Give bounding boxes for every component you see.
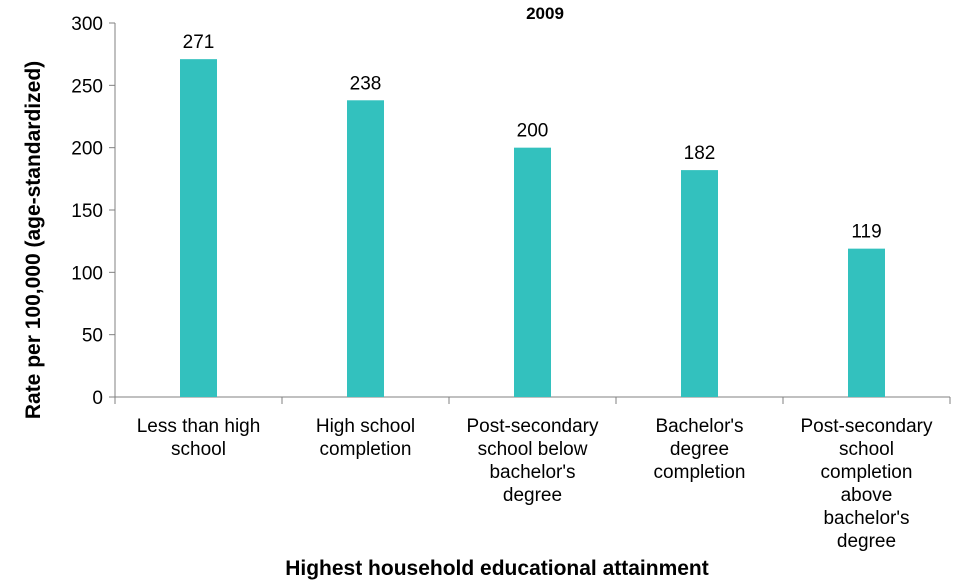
data-label: 271: [183, 32, 215, 53]
y-tick-label: 200: [71, 139, 103, 160]
x-axis-title: Highest household educational attainment: [285, 557, 709, 580]
data-label: 119: [851, 222, 881, 243]
y-tick-label: 300: [71, 14, 103, 35]
data-label: 182: [684, 143, 716, 164]
bar: [180, 59, 217, 398]
bar: [514, 147, 551, 397]
chart-title: 2009: [526, 4, 564, 23]
y-tick-label: 250: [71, 76, 103, 97]
x-tick-label: High school completion: [316, 416, 415, 460]
x-tick-label: Less than high school: [137, 416, 261, 460]
bar: [681, 170, 718, 397]
x-tick-label: Post-secondary school completion above bache…: [800, 416, 933, 552]
y-tick-label: 50: [82, 326, 103, 347]
data-label: 238: [350, 73, 382, 94]
y-tick-label: 100: [71, 263, 103, 284]
y-tick-label: 0: [92, 388, 103, 409]
data-label: 200: [517, 121, 549, 142]
y-tick-label: 150: [71, 201, 103, 222]
plot-area: 0 50 100 150 200 250 300 271 Less than high schoo…: [71, 14, 951, 552]
x-tick-label: Post-secondary school below bachelor's degr…: [466, 416, 599, 506]
bar: [848, 248, 885, 397]
x-tick-label: Bachelor's degree completion: [654, 416, 746, 483]
y-axis-title: Rate per 100,000 (age-standardized): [22, 61, 45, 419]
bar: [347, 100, 384, 397]
